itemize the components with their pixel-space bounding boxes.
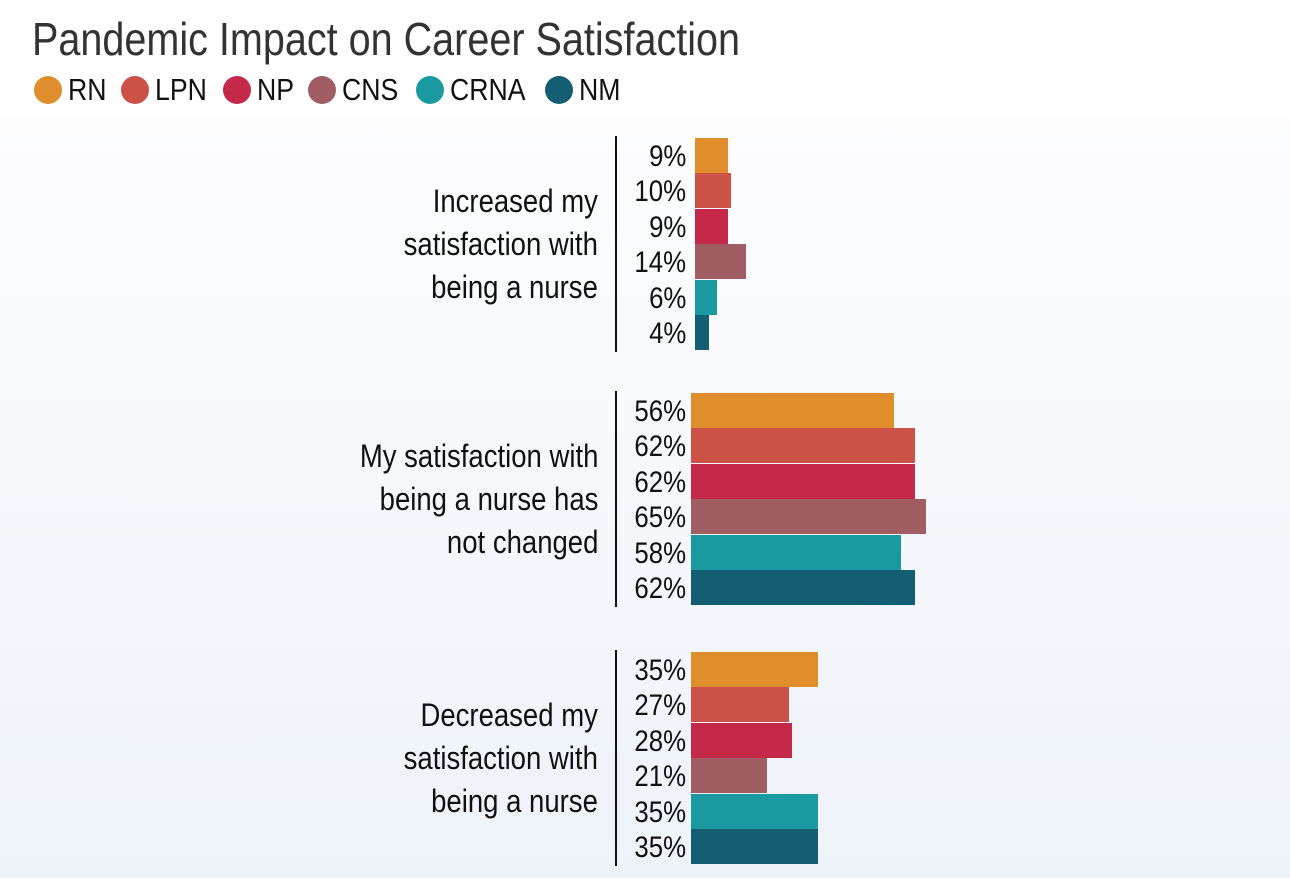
legend-label: CRNA (449, 72, 526, 107)
category-label-line: My satisfaction with (359, 438, 598, 475)
chart-title: Pandemic Impact on Career Satisfaction (32, 13, 741, 65)
bar-rn (691, 652, 818, 687)
plot-background (0, 115, 1290, 878)
bar-lpn (691, 687, 789, 723)
category-label-line: being a nurse (431, 783, 598, 820)
data-label: 4% (648, 317, 686, 350)
bar-nm (691, 829, 818, 864)
category-label-line: Decreased my (420, 697, 598, 734)
legend-item-crna: CRNA (415, 72, 532, 108)
category-label: Increased my satisfaction with being a nur… (404, 180, 598, 309)
legend-marker (308, 76, 337, 104)
legend-item-np: NP (223, 72, 294, 108)
data-label: 62% (634, 465, 686, 499)
legend-item-lpn: LPN (120, 72, 209, 108)
data-label: 35% (634, 654, 686, 687)
category-label-line: being a nurse has (379, 481, 598, 518)
category-label: Decreased my satisfaction with being a nur… (404, 694, 598, 823)
data-label: 62% (634, 430, 686, 464)
bar-crna (695, 279, 717, 315)
data-label: 10% (634, 175, 686, 209)
bar-np (691, 722, 793, 758)
data-label: 35% (634, 831, 686, 864)
legend-label: LPN (154, 72, 207, 107)
category-axis-line (615, 391, 617, 608)
legend-label: RN (68, 72, 107, 107)
category-label: My satisfaction with being a nurse has not… (359, 435, 598, 564)
category-label-line: being a nurse (431, 269, 598, 306)
legend-label: NM (579, 72, 621, 107)
legend-label: NP (257, 72, 295, 107)
data-label: 65% (634, 501, 686, 535)
category-label-line: satisfaction with (403, 226, 598, 263)
bar-np (695, 208, 728, 244)
legend: RN LPN NP CNS CRNA NM (34, 72, 636, 108)
bar-nm (695, 315, 710, 350)
legend-label: CNS (342, 72, 399, 107)
data-label: 6% (648, 281, 686, 315)
legend-item-nm: NM (545, 72, 621, 108)
legend-marker (120, 76, 149, 104)
bar-crna (691, 793, 818, 829)
data-label: 35% (634, 795, 686, 829)
data-label: 21% (634, 760, 686, 794)
category-label-line: Increased my (432, 183, 598, 220)
legend-marker (223, 76, 252, 104)
bar-lpn (695, 173, 732, 209)
bar-rn (695, 138, 728, 173)
category-label-line: not changed (446, 524, 598, 561)
data-label: 58% (634, 536, 686, 570)
bar-rn (691, 393, 894, 428)
bar-nm (691, 570, 916, 605)
legend-item-cns: CNS (308, 72, 401, 108)
data-label: 27% (634, 689, 686, 723)
category-axis-line (615, 650, 617, 867)
bar-cns (691, 499, 927, 535)
bar-lpn (691, 428, 916, 464)
legend-marker (34, 76, 62, 104)
bar-cns (695, 244, 746, 280)
data-label: 9% (648, 140, 686, 173)
data-label: 14% (634, 246, 686, 280)
legend-item-rn: RN (34, 72, 107, 108)
data-label: 9% (648, 210, 686, 244)
bar-cns (691, 758, 768, 794)
data-label: 56% (634, 395, 686, 428)
data-label: 28% (634, 724, 686, 758)
category-label-line: satisfaction with (403, 740, 598, 777)
data-label: 62% (634, 572, 686, 605)
bar-crna (691, 534, 901, 570)
category-axis-line (615, 136, 617, 353)
legend-marker (545, 76, 574, 104)
bar-np (691, 463, 916, 499)
legend-marker (415, 76, 444, 104)
